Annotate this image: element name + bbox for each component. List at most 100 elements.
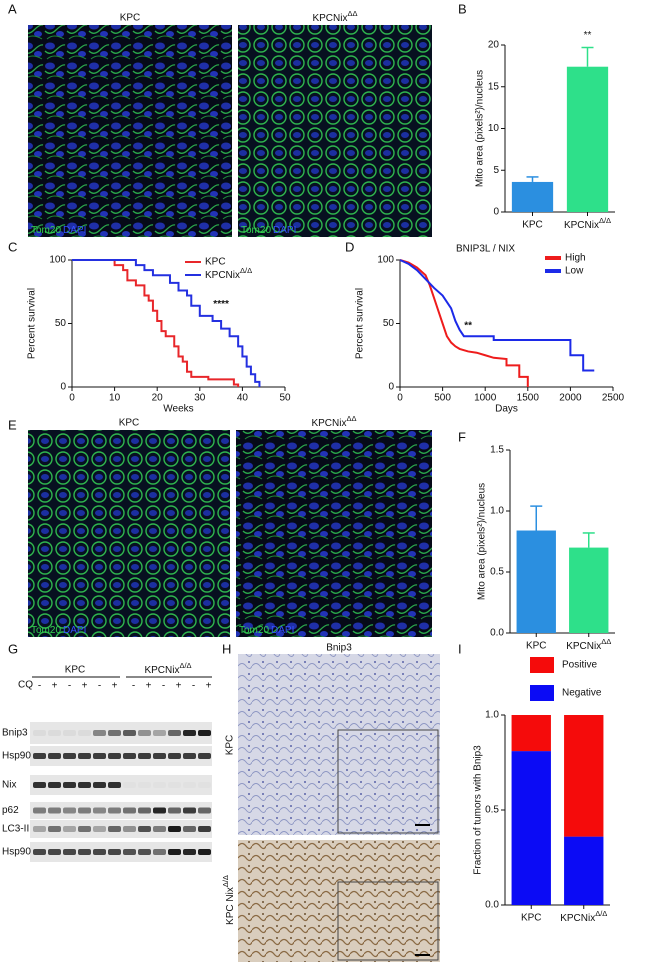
micrograph [238,25,432,237]
image-title-sup: ΔΔ [346,414,356,423]
legend-label: Low [565,266,584,277]
x-tick-label: 40 [237,393,249,404]
x-axis-label: Days [495,404,518,415]
blot-band [198,782,211,788]
blot-band [183,753,196,759]
stain-green: Tom20 [31,225,61,236]
blot-band [138,807,151,814]
panel-label: I [458,641,462,656]
blot-band [138,753,151,759]
ihc-row-label-sup: Δ/Δ [221,875,230,887]
legend-label: KPC [205,257,226,268]
blot-band [93,782,106,788]
y-tick-label: 5 [493,165,499,176]
micrograph [28,25,232,237]
x-tick-label: 2000 [559,393,582,404]
stain-label: Tom20 DAPI [31,625,86,636]
x-tick-label: 0 [397,393,403,404]
y-tick-label: 1.0 [485,710,499,721]
legend-label: KPCNixΔ/Δ [205,266,252,281]
micrograph [236,430,432,637]
image-title: KPC [119,418,140,429]
ihc-row-label: KPC NixΔ/Δ [221,875,236,925]
blot-band [183,782,196,788]
bar-segment [564,715,604,837]
blot-row-label: Hsp90 [2,847,31,858]
image-title: KPC [120,13,141,24]
blot-band [198,849,211,855]
blot-band [48,807,61,814]
legend-swatch [530,685,554,701]
legend-swatch [545,256,561,260]
bar [511,181,554,212]
blot-band [48,730,61,736]
y-tick-label: 0 [493,207,499,218]
blot-band [183,730,196,736]
cq-sign: - [162,681,165,692]
y-tick-label: 0.0 [490,628,504,639]
cq-sign: - [132,681,135,692]
blot-band [153,753,166,759]
blot-row-label: p62 [2,805,19,816]
bar-segment [511,751,551,905]
blot-band [153,826,166,832]
x-tick-label-sup: Δ/Δ [599,216,611,225]
stain-label: Tom20 DAPI [241,225,296,236]
blot-band [183,826,196,832]
stain-blue: DAPI [63,625,86,636]
blot-band [63,849,76,855]
y-tick-label: 100 [377,255,394,266]
image-title: KPCNixΔΔ [312,9,357,24]
image-title-sup: ΔΔ [347,9,357,18]
panel-label: F [458,429,466,444]
blot-band [168,782,181,788]
blot-band [63,807,76,814]
panel-label: D [345,239,354,254]
survival-curve [72,259,240,387]
blot-band [138,782,151,788]
survival-curve [399,259,595,372]
x-tick-label: 0 [69,393,75,404]
x-tick-label: 2500 [602,393,625,404]
blot-group: KPC [65,665,86,676]
cq-sign: - [98,681,101,692]
blot-band [153,849,166,855]
x-axis-label: Weeks [163,404,193,415]
significance: **** [213,299,229,310]
ihc-title: Bnip3 [326,643,352,654]
image-title: KPCNixΔΔ [311,414,356,429]
y-axis-label: Percent survival [355,288,366,359]
blot-band [138,849,151,855]
panel-label: B [458,1,467,16]
blot-band [123,849,136,855]
y-tick-label: 0.5 [485,805,499,816]
legend-label-main: KPCNix [205,270,240,281]
x-tick-label: KPCNixΔ/Δ [560,909,607,924]
blot-band [138,730,151,736]
cq-sign: + [52,681,58,692]
blot-band [123,826,136,832]
blot-band [183,849,196,855]
blot-band [48,753,61,759]
blot-row-label: Hsp90 [2,751,31,762]
x-tick-label-sup: Δ/Δ [595,909,607,918]
y-tick-label: 0.0 [485,900,499,911]
blot-band [183,807,196,814]
blot-band [63,730,76,736]
panel-label: G [8,641,18,656]
stain-blue: DAPI [271,625,294,636]
cq-sign: + [206,681,212,692]
blot-band [78,782,91,788]
blot-band [33,730,46,736]
x-tick-label: 10 [109,393,121,404]
chart-title: BNIP3L / NIX [456,244,515,255]
blot-band [108,730,121,736]
blot-band [198,807,211,814]
x-tick-label-main: KPCNix [564,220,599,231]
cq-sign: + [176,681,182,692]
stain-blue: DAPI [63,225,86,236]
stain-blue: DAPI [273,225,296,236]
image-title-main: KPCNix [312,13,347,24]
blot-band [108,782,121,788]
bar [516,530,556,633]
